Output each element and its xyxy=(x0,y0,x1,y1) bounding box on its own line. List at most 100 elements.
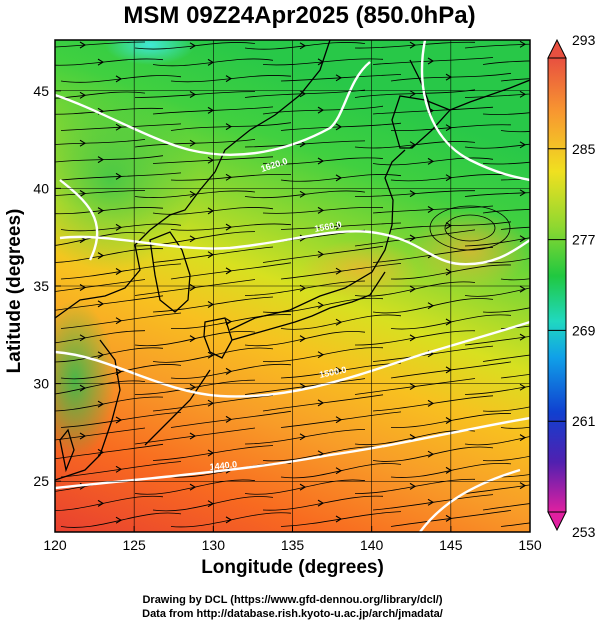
streamline-arrow xyxy=(538,302,543,308)
colorbar-bottom-triangle xyxy=(547,511,567,532)
streamline-arrow xyxy=(335,267,343,275)
streamline-arrow xyxy=(519,482,527,490)
contour-1380 xyxy=(419,468,521,532)
coast-kurils xyxy=(449,79,530,111)
streamline-arrow xyxy=(317,351,325,359)
colorbar-tick-label: 253 xyxy=(572,524,596,540)
x-axis-ticks: 120 125 130 135 140 145 150 xyxy=(43,526,542,553)
streamline-arrow xyxy=(207,449,215,457)
streamline-arrow xyxy=(538,253,543,259)
coastlines xyxy=(55,40,530,481)
streamline-arrow xyxy=(519,189,527,197)
streamline-arrow xyxy=(97,351,105,359)
coast-kyushu xyxy=(203,317,233,359)
streamline-arrow xyxy=(207,106,215,114)
streamline-arrow xyxy=(79,384,87,392)
streamline-arrow xyxy=(519,383,527,391)
streamline-arrow xyxy=(207,251,215,259)
streamline-arrow xyxy=(115,465,123,473)
streamline-arrow xyxy=(207,399,215,407)
streamline-arrow xyxy=(189,383,197,391)
streamline-arrow xyxy=(97,156,105,164)
streamline-arrow xyxy=(207,58,215,66)
coast-honshu xyxy=(229,149,406,331)
colorbar-ticks: 293 285 277 269 261 253 xyxy=(548,32,596,540)
streamline-arrow xyxy=(317,250,325,258)
streamline-arrow xyxy=(335,467,343,475)
colorbar-body xyxy=(547,57,567,513)
colorbar-tick-label: 261 xyxy=(572,413,596,429)
contour-label-1560: 1560.0 xyxy=(314,219,343,234)
gridlines xyxy=(55,40,530,532)
streamline-arrow xyxy=(335,74,343,82)
streamline-arrow xyxy=(225,223,233,231)
streamline xyxy=(500,78,530,82)
streamline-arrow xyxy=(409,41,417,49)
map-chart: 1620.0 1560.0 1500.0 1440.0 120 125 130 135… xyxy=(33,32,596,553)
streamline-arrow xyxy=(317,301,325,309)
streamline-arrow xyxy=(335,174,343,182)
warm-region-japan xyxy=(300,240,420,300)
y-tick-label: 25 xyxy=(33,473,49,489)
streamline xyxy=(482,257,530,264)
streamline-arrow xyxy=(299,433,307,441)
cool-region xyxy=(55,90,200,270)
streamline-arrow xyxy=(427,399,435,407)
y-tick-label: 30 xyxy=(33,376,49,392)
cold-spot xyxy=(105,40,195,65)
streamline-arrow xyxy=(97,58,105,66)
colorbar-tick-label: 293 xyxy=(572,32,596,48)
streamline-arrow xyxy=(317,206,325,214)
streamline-arrow xyxy=(97,499,105,507)
contour-1620-east xyxy=(420,40,530,182)
streamline-arrow xyxy=(409,285,417,293)
streamline-arrow xyxy=(427,450,435,458)
chart-title: MSM 09Z24Apr2025 (850.0hPa) xyxy=(123,2,476,29)
x-tick-label: 135 xyxy=(281,537,305,553)
streamline-arrow xyxy=(538,158,543,164)
x-tick-label: 130 xyxy=(202,537,226,553)
streamline-arrow xyxy=(189,235,197,243)
streamline-arrow xyxy=(97,252,105,260)
streamline-arrow xyxy=(427,498,435,506)
streamline xyxy=(482,406,530,412)
x-tick-label: 125 xyxy=(122,537,146,553)
coast-russia xyxy=(214,40,331,173)
colorbar-tick-label: 277 xyxy=(572,232,596,248)
streamline-arrow xyxy=(427,302,435,310)
streamline-arrow xyxy=(79,41,87,49)
streamline-arrow xyxy=(189,190,197,198)
streamline-arrow xyxy=(189,335,197,343)
streamline-arrow xyxy=(519,235,527,243)
streamline xyxy=(500,130,530,133)
streamline-arrow xyxy=(335,318,343,326)
streamline-arrow xyxy=(299,483,307,491)
streamline xyxy=(482,307,530,313)
streamline-arrow xyxy=(207,500,215,508)
streamline-arrow xyxy=(519,40,527,48)
plot-area: 1620.0 1560.0 1500.0 1440.0 xyxy=(55,40,543,532)
streamline-arrow xyxy=(317,157,325,165)
streamline-arrow xyxy=(115,516,123,524)
coast-taiwan xyxy=(59,428,75,473)
streamline-arrow xyxy=(79,284,87,291)
streamline-arrow xyxy=(335,416,343,424)
streamline-arrow xyxy=(225,173,233,181)
streamline-arrow xyxy=(225,415,233,423)
streamline-arrow xyxy=(225,367,233,375)
streamline-arrow xyxy=(299,335,307,343)
colorbar-tick-label: 269 xyxy=(572,322,596,338)
streamline-arrow xyxy=(299,190,307,198)
streamline-arrow xyxy=(427,206,435,213)
streamline-arrow xyxy=(97,207,105,215)
coast-korea xyxy=(149,231,191,313)
streamline-arrow xyxy=(79,190,87,197)
streamline-arrow xyxy=(317,399,325,407)
streamline-arrow xyxy=(115,75,123,83)
streamline-arrow xyxy=(409,383,417,390)
height-contours xyxy=(55,40,530,532)
streamline-arrow xyxy=(538,451,543,457)
streamline-arrow xyxy=(409,141,417,149)
contour-label-1440: 1440.0 xyxy=(209,459,237,472)
x-tick-label: 120 xyxy=(43,537,67,553)
